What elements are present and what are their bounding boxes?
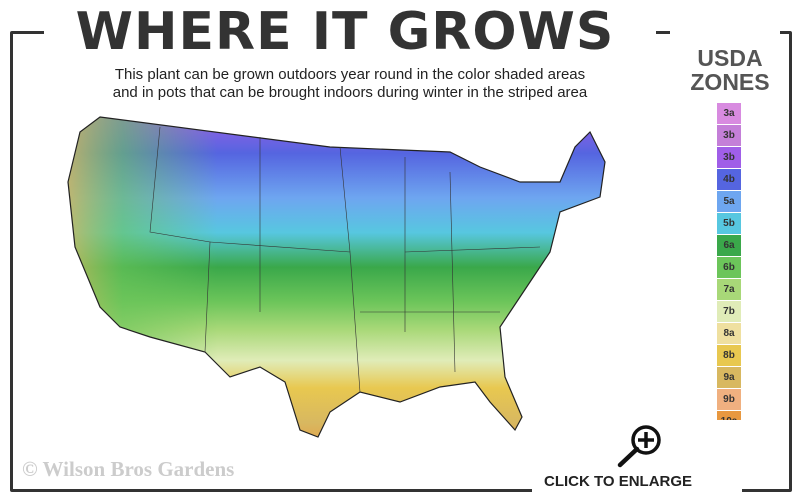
legend-title: USDA ZONES — [676, 46, 784, 94]
legend-zone-6a: 6a — [717, 235, 741, 257]
legend-zone-5b: 5b — [717, 213, 741, 235]
legend-zone-7a: 7a — [717, 279, 741, 301]
legend-zone-9a: 9a — [717, 367, 741, 389]
zoom-in-icon — [617, 425, 661, 468]
frame-gap — [670, 25, 780, 37]
page-title: WHERE IT GROWS — [75, 2, 615, 62]
zone-legend: 3a3b3b4b5a5b6a6b7a7b8a8b9a9b10a10b — [717, 103, 741, 455]
frame-gap — [44, 25, 656, 37]
legend-title-line-2: ZONES — [690, 69, 770, 95]
legend-zone-8b: 8b — [717, 345, 741, 367]
usda-zone-map[interactable] — [60, 112, 690, 457]
legend-zone-3b: 3b — [717, 125, 741, 147]
enlarge-label: CLICK TO ENLARGE — [544, 473, 693, 490]
legend-zone-3a: 3a — [717, 103, 741, 125]
legend-zone-6b: 6b — [717, 257, 741, 279]
legend-zone-7b: 7b — [717, 301, 741, 323]
legend-zone-5a: 5a — [717, 191, 741, 213]
subtitle-line-1: This plant can be grown outdoors year ro… — [114, 66, 586, 83]
legend-zone-4b: 4b — [717, 169, 741, 191]
copyright: © Wilson Bros Gardens — [22, 457, 235, 481]
click-to-enlarge-button[interactable]: CLICK TO ENLARGE — [532, 420, 742, 500]
legend-zone-3b: 3b — [717, 147, 741, 169]
subtitle-line-2: and in pots that can be brought indoors … — [112, 84, 588, 101]
zone-bands — [68, 117, 605, 437]
legend-zone-8a: 8a — [717, 323, 741, 345]
subtitle: This plant can be grown outdoors year ro… — [40, 66, 660, 102]
state-borders — [149, 126, 541, 393]
legend-zone-9b: 9b — [717, 389, 741, 411]
us-outline — [67, 116, 606, 438]
legend-title-line-1: USDA — [697, 45, 763, 71]
